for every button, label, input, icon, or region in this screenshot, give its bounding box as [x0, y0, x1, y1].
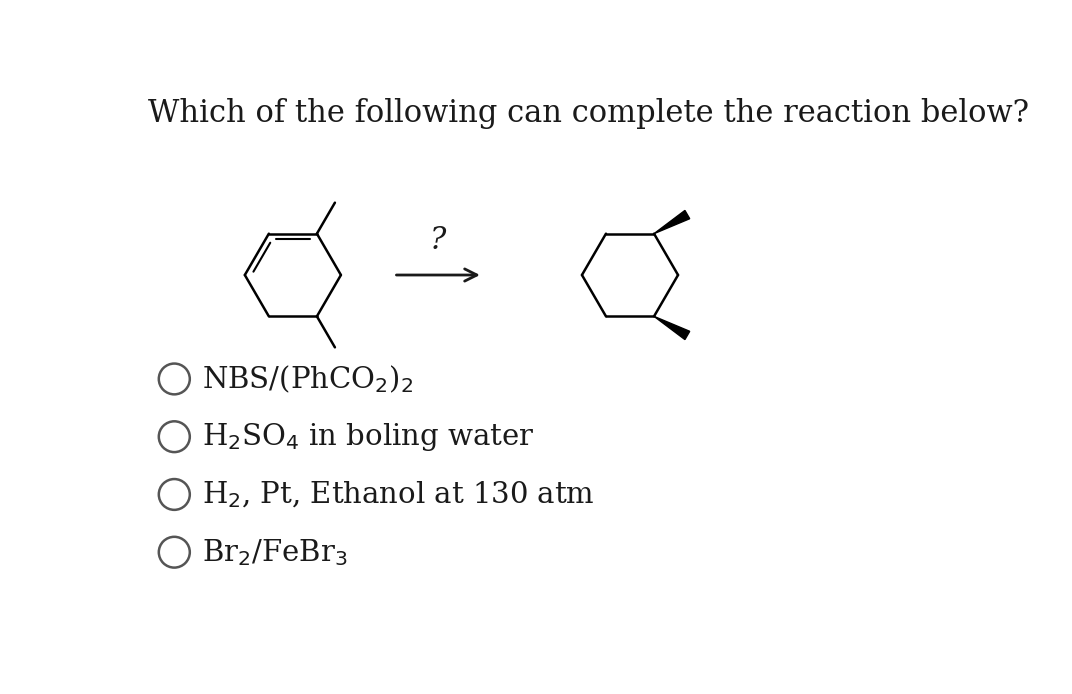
Text: Br$_2$/FeBr$_3$: Br$_2$/FeBr$_3$: [203, 537, 347, 568]
Polygon shape: [654, 210, 689, 234]
Text: Which of the following can complete the reaction below?: Which of the following can complete the …: [148, 98, 1029, 129]
Text: H$_2$SO$_4$ in boling water: H$_2$SO$_4$ in boling water: [203, 421, 535, 452]
Text: NBS/(PhCO$_2$)$_2$: NBS/(PhCO$_2$)$_2$: [203, 363, 414, 395]
Text: ?: ?: [430, 225, 446, 256]
Polygon shape: [654, 316, 689, 339]
Text: H$_2$, Pt, Ethanol at 130 atm: H$_2$, Pt, Ethanol at 130 atm: [203, 479, 595, 510]
